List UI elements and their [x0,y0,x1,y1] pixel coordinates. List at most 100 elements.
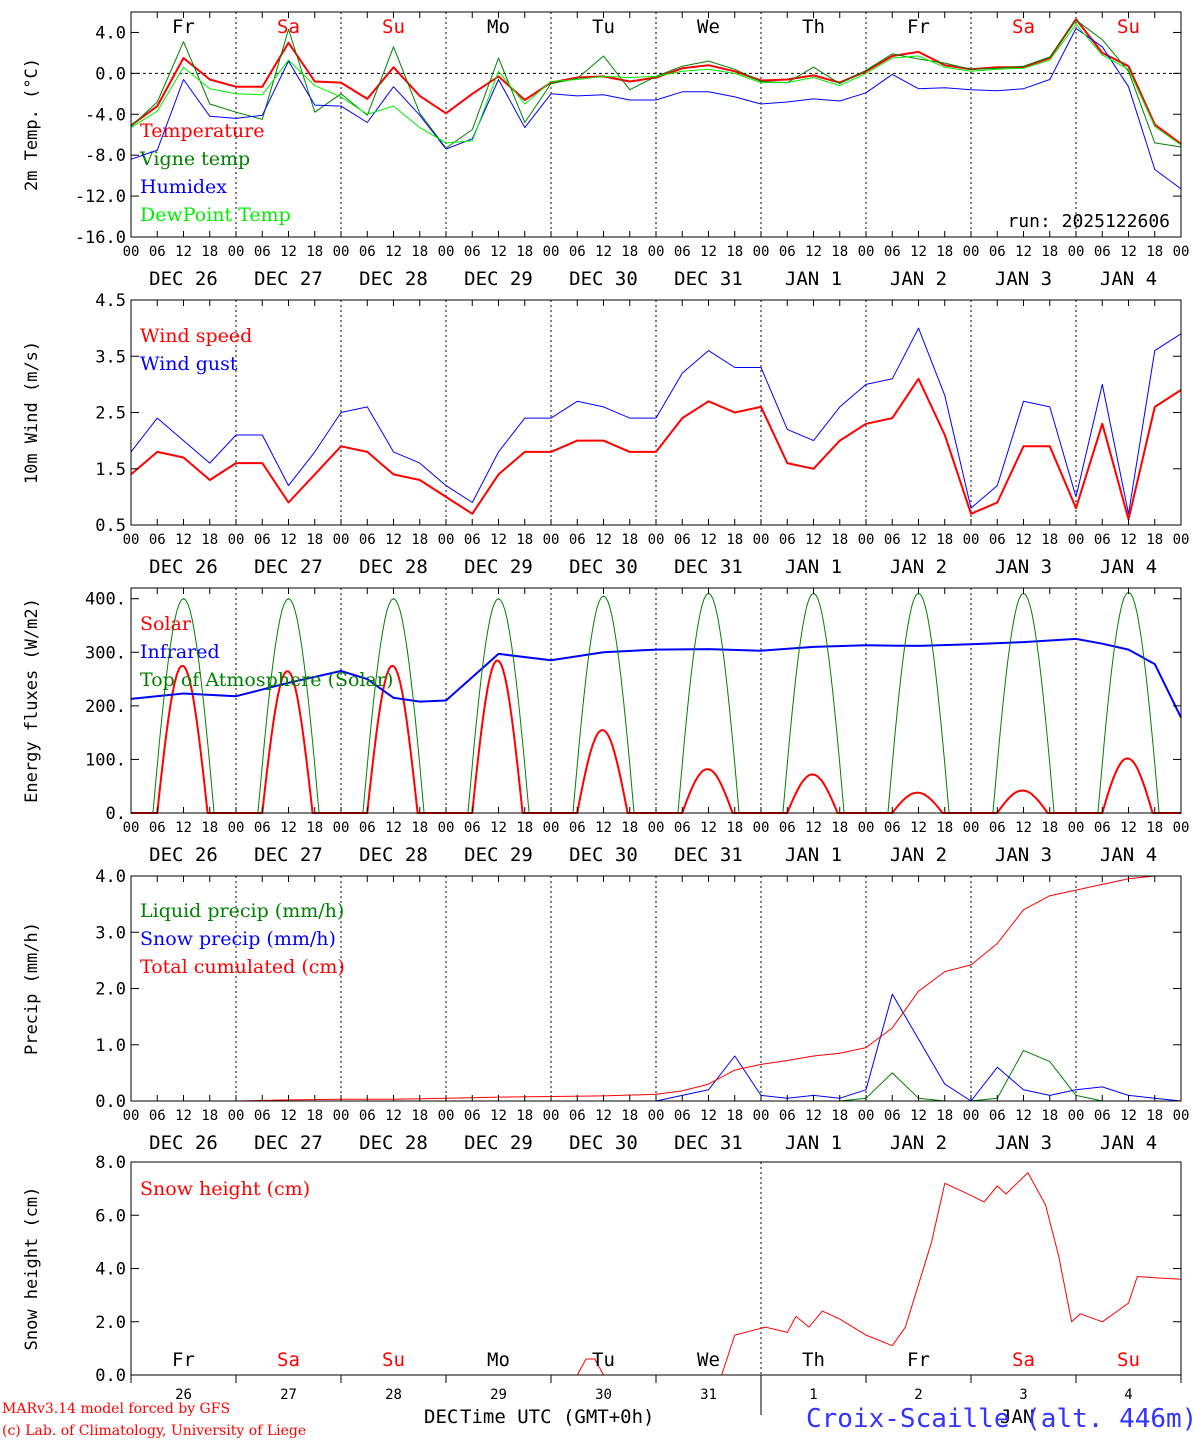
hour-tick-label: 00 [1173,244,1190,260]
hour-tick-label: 00 [858,532,875,548]
date-tick-label: JAN 3 [995,844,1052,866]
hour-tick-label: 18 [201,820,218,836]
hour-tick-label: 18 [201,532,218,548]
series-line-snow-height-cm [131,1172,1182,1376]
hour-tick-label: 06 [674,1108,691,1124]
date-tick-label: DEC 31 [674,556,743,578]
hour-tick-label: 12 [805,820,822,836]
hour-tick-label: 06 [149,820,166,836]
hour-tick-label: 06 [1094,532,1111,548]
day-name-label: Sa [277,1349,300,1371]
hour-tick-label: 18 [306,820,323,836]
day-number-label: 1 [809,1387,817,1403]
hour-tick-label: 06 [569,820,586,836]
date-tick-label: DEC 30 [569,556,638,578]
date-tick-label: JAN 2 [890,556,947,578]
day-name-label: Sa [277,16,300,38]
hour-tick-label: 12 [385,820,402,836]
day-name-label: Su [1117,16,1140,38]
hour-tick-label: 06 [149,1108,166,1124]
hour-tick-label: 06 [464,820,481,836]
hour-tick-label: 06 [779,1108,796,1124]
date-tick-label: DEC 26 [149,844,218,866]
hour-tick-label: 06 [464,1108,481,1124]
date-tick-label: JAN 1 [785,1132,842,1154]
hour-tick-label: 12 [595,820,612,836]
day-name-label: Fr [172,16,195,38]
hour-tick-label: 00 [1173,820,1190,836]
hour-tick-label: 18 [201,244,218,260]
hour-tick-label: 00 [543,1108,560,1124]
legend-entry: Snow precip (mm/h) [140,928,336,950]
y-tick-label: 300. [85,643,126,663]
hour-tick-label: 18 [831,532,848,548]
hour-tick-label: 18 [1041,1108,1058,1124]
y-tick-label: 0.0 [95,1092,126,1112]
date-tick-label: DEC 30 [569,1132,638,1154]
hour-tick-label: 00 [438,244,455,260]
station-label: Croix-Scaille (alt. 446m) [806,1404,1194,1434]
hour-tick-label: 18 [831,820,848,836]
legend-entry: Wind gust [140,353,238,375]
hour-tick-label: 06 [884,820,901,836]
hour-tick-label: 18 [1146,244,1163,260]
hour-tick-label: 12 [700,1108,717,1124]
hour-tick-label: 18 [936,820,953,836]
x-axis-overlap-left: DEC [424,1406,458,1428]
hour-tick-label: 00 [333,532,350,548]
hour-tick-label: 00 [228,532,245,548]
y-tick-label: 1.5 [95,460,126,480]
hour-tick-label: 18 [516,820,533,836]
legend-entry: DewPoint Temp [140,204,291,226]
hour-tick-label: 00 [438,1108,455,1124]
hour-tick-label: 18 [726,532,743,548]
panel-1: Temperature Vigne temp Humidex DewPoint Tem… [22,11,1190,290]
hour-tick-label: 00 [543,244,560,260]
hour-tick-label: 06 [254,820,271,836]
day-name-label: Th [802,1349,825,1371]
hour-tick-label: 12 [910,532,927,548]
hour-tick-label: 00 [648,1108,665,1124]
hour-tick-label: 00 [753,532,770,548]
hour-tick-label: 12 [280,820,297,836]
hour-tick-label: 06 [149,532,166,548]
day-number-label: 28 [385,1387,402,1403]
date-tick-label: JAN 4 [1100,844,1157,866]
y-tick-label: 0.0 [95,1366,126,1386]
hour-tick-label: 00 [963,532,980,548]
date-tick-label: JAN 4 [1100,1132,1157,1154]
hour-tick-label: 06 [674,820,691,836]
hour-tick-label: 18 [1146,820,1163,836]
date-tick-label: DEC 27 [254,268,323,290]
hour-tick-label: 06 [989,820,1006,836]
y-tick-label: 0.0 [95,64,126,84]
series-line-dewpoint-temp [130,23,1182,146]
hour-tick-label: 18 [621,244,638,260]
hour-tick-label: 12 [700,820,717,836]
hour-tick-label: 00 [543,532,560,548]
day-name-label: Fr [907,16,930,38]
legend-entry: Snow height (cm) [140,1178,310,1200]
date-tick-label: JAN 2 [890,268,947,290]
hour-tick-label: 18 [411,244,428,260]
legend-entry: Humidex [140,176,227,198]
hour-tick-label: 06 [989,244,1006,260]
legend-entry: Temperature [140,120,264,142]
hour-tick-label: 00 [648,244,665,260]
hour-tick-label: 12 [805,532,822,548]
hour-tick-label: 18 [306,1108,323,1124]
hour-tick-label: 06 [569,532,586,548]
hour-tick-label: 18 [726,1108,743,1124]
hour-tick-label: 12 [280,1108,297,1124]
hour-tick-label: 00 [228,820,245,836]
hour-tick-label: 00 [123,532,140,548]
hour-tick-label: 06 [674,244,691,260]
date-tick-label: DEC 30 [569,844,638,866]
hour-tick-label: 00 [123,244,140,260]
panel-5: Snow height (cm) 8.0 6.0 4.0 2.0 0.0 Snow heig… [22,1153,1182,1415]
date-tick-label: DEC 30 [569,268,638,290]
hour-tick-label: 06 [674,532,691,548]
hour-tick-label: 18 [621,1108,638,1124]
hour-tick-label: 12 [175,1108,192,1124]
day-number-label: 30 [595,1387,612,1403]
